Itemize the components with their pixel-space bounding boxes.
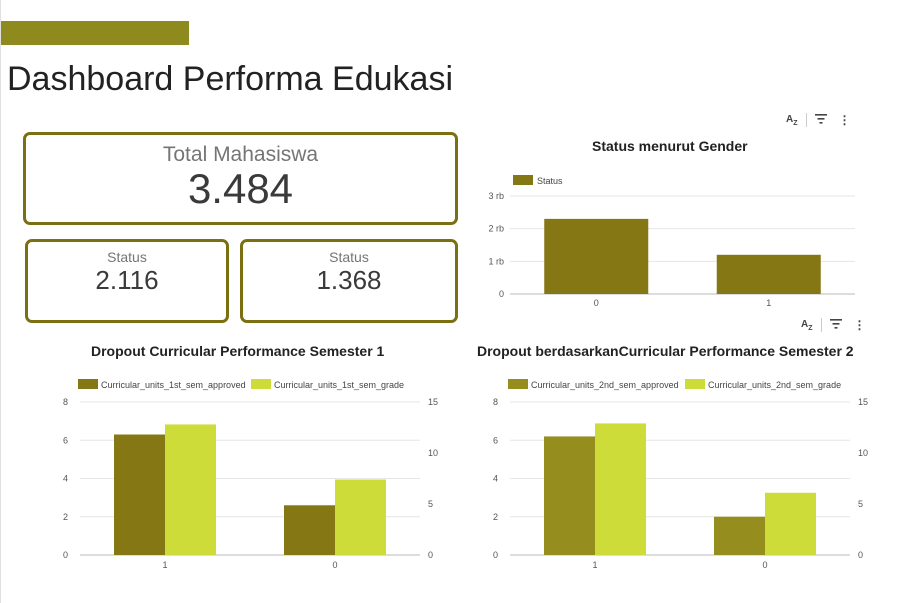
y-tick-label: 2 rb — [488, 224, 504, 234]
chart-title-gender: Status menurut Gender — [592, 138, 748, 154]
y-tick-label: 2 — [63, 512, 68, 522]
scorecard-label: Status — [107, 249, 147, 265]
toolbar-divider — [805, 113, 807, 127]
scorecard-value: 2.116 — [95, 265, 159, 295]
legend-swatch — [251, 379, 271, 389]
x-tick-label: 0 — [594, 298, 599, 308]
page-title: Dashboard Performa Edukasi — [7, 60, 454, 98]
more-vert-icon[interactable]: ⋮ — [838, 113, 851, 127]
scorecard-total-mahasiswa[interactable]: Total Mahasiswa 3.484 — [23, 132, 458, 225]
y-right-tick-label: 10 — [858, 448, 868, 458]
bar — [544, 218, 649, 294]
chart-title-sem2: Dropout berdasarkanCurricular Performanc… — [477, 343, 854, 359]
more-vert-icon[interactable]: ⋮ — [853, 318, 866, 332]
y-tick-label: 6 — [63, 435, 68, 445]
y-tick-label: 2 — [493, 512, 498, 522]
y-right-tick-label: 5 — [858, 499, 863, 509]
chart-status-gender[interactable]: Status 0 1 rb 2 rb 3 rb 0 1 — [480, 165, 880, 315]
y-tick-label: 3 rb — [488, 191, 504, 201]
y-tick-label: 6 — [493, 435, 498, 445]
bar — [714, 516, 765, 555]
scorecard-value: 1.368 — [316, 265, 382, 295]
page-left-border — [0, 0, 1, 603]
legend-label: Status — [537, 176, 563, 186]
y-tick-label: 4 — [493, 474, 498, 484]
legend-label: Curricular_units_1st_sem_grade — [274, 380, 404, 390]
chart-title-sem1: Dropout Curricular Performance Semester … — [91, 343, 385, 359]
scorecard-status-a[interactable]: Status 2.116 — [25, 239, 229, 323]
y-right-tick-label: 5 — [428, 499, 433, 509]
sort-az-icon[interactable]: AZ — [786, 113, 798, 127]
filter-icon[interactable] — [829, 318, 842, 332]
scorecard-status-b[interactable]: Status 1.368 — [240, 239, 458, 323]
sort-az-icon[interactable]: AZ — [801, 318, 813, 332]
x-tick-label: 0 — [762, 560, 767, 570]
legend-label: Curricular_units_2nd_sem_grade — [708, 380, 841, 390]
scorecard-label: Total Mahasiswa — [162, 143, 319, 166]
legend-swatch — [78, 379, 98, 389]
y-tick-label: 8 — [493, 397, 498, 407]
bar — [165, 424, 216, 555]
y-tick-label: 0 — [499, 289, 504, 299]
y-tick-label: 4 — [63, 474, 68, 484]
scorecard-label: Status — [329, 249, 369, 265]
bar — [716, 254, 821, 294]
legend-label: Curricular_units_2nd_sem_approved — [531, 380, 679, 390]
legend-label: Curricular_units_1st_sem_approved — [101, 380, 246, 390]
scorecard-value: 3.484 — [187, 165, 294, 212]
chart-toolbar-gender: AZ ⋮ — [786, 113, 851, 127]
y-right-tick-label: 10 — [428, 448, 438, 458]
bar — [595, 423, 646, 555]
toolbar-divider — [820, 318, 822, 332]
x-tick-label: 1 — [162, 560, 167, 570]
x-tick-label: 1 — [766, 298, 771, 308]
legend-swatch — [508, 379, 528, 389]
y-right-tick-label: 15 — [428, 397, 438, 407]
y-tick-label: 8 — [63, 397, 68, 407]
y-tick-label: 0 — [493, 550, 498, 560]
y-right-tick-label: 0 — [858, 550, 863, 560]
chart-sem1[interactable]: Curricular_units_1st_sem_approved Curricu… — [50, 370, 450, 580]
bar — [544, 436, 595, 555]
x-tick-label: 1 — [592, 560, 597, 570]
legend-swatch — [513, 175, 533, 185]
legend-swatch — [685, 379, 705, 389]
bar — [765, 492, 816, 555]
x-tick-label: 0 — [332, 560, 337, 570]
bar — [114, 434, 165, 555]
chart-toolbar-sem2: AZ ⋮ — [801, 318, 866, 332]
y-right-tick-label: 0 — [428, 550, 433, 560]
chart-sem2[interactable]: Curricular_units_2nd_sem_approved Curricu… — [480, 370, 880, 580]
y-right-tick-label: 15 — [858, 397, 868, 407]
filter-icon[interactable] — [814, 113, 827, 127]
bar — [284, 505, 335, 555]
bar — [335, 479, 386, 555]
y-tick-label: 1 rb — [488, 256, 504, 266]
y-tick-label: 0 — [63, 550, 68, 560]
header-accent-bar — [1, 21, 189, 45]
